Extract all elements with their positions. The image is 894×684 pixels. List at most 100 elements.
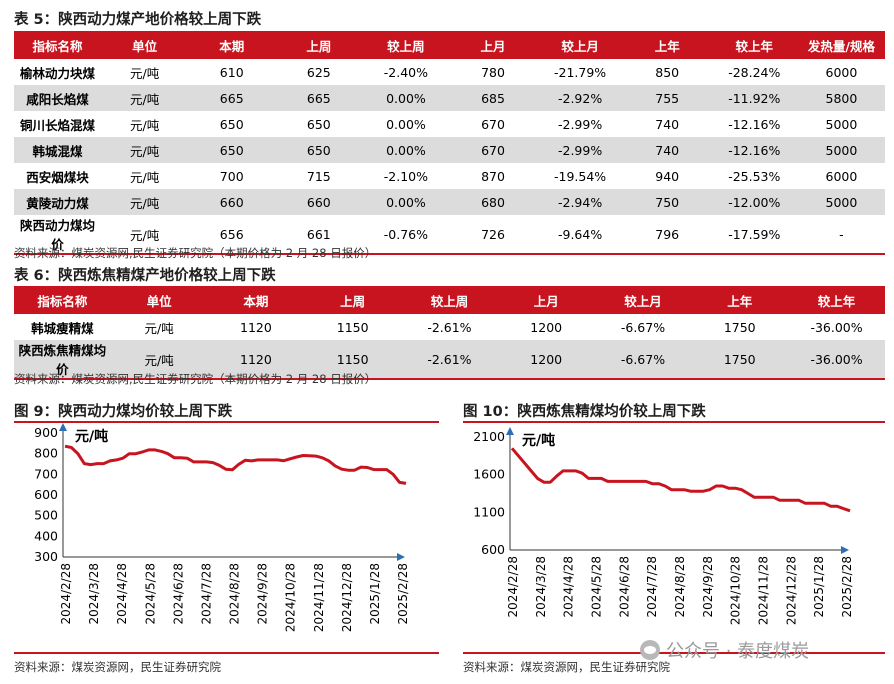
table6-header-cell: 上年: [691, 286, 789, 314]
table5: 指标名称 单位 本期 上周 较上周 上月 较上月 上年 较上年 发热量/规格 榆林动力块煤 元/吨 6…: [14, 31, 885, 255]
table-cell: 650: [306, 116, 331, 132]
y-tick-label: 600: [481, 542, 505, 557]
table-cell: 625: [306, 64, 331, 80]
table-cell: -25.53%: [728, 168, 781, 184]
table5-title: 表 5：陕西动力煤产地价格较上周下跌: [14, 12, 262, 28]
series-line: [510, 447, 851, 513]
table-cell: 650: [275, 137, 363, 163]
table6-title: 表 6：陕西炼焦精煤产地价格较上周下跌: [14, 268, 276, 284]
table-cell: -21.79%: [554, 64, 607, 80]
row-label: 铜川长焰混煤: [20, 117, 96, 133]
table-cell: 870: [481, 168, 505, 184]
table5-header-cell: 单位: [101, 31, 189, 59]
table-cell: 1750: [691, 340, 789, 380]
table6-header-cell: 单位: [110, 286, 208, 314]
chart10: 元/吨 600 1100 1600 2100 2024/2/28 2024/3/28 2024…: [473, 427, 854, 625]
table5-header-cell: 上年: [623, 31, 711, 59]
table6-header-row: 指标名称 单位 本期 上周 较上周 上月 较上月 上年 较上年: [14, 286, 885, 314]
table5-header-cell: 本期: [188, 31, 276, 59]
y-tick-label: 800: [34, 446, 58, 461]
table-cell: -17.59%: [710, 215, 798, 255]
table-cell: -2.99%: [536, 137, 624, 163]
table-cell: 726: [449, 215, 537, 255]
y-tick-label: 1100: [473, 504, 505, 519]
table-cell: 680: [449, 189, 537, 215]
table-cell: 元/吨: [110, 340, 208, 380]
table-cell: -2.61%: [401, 340, 498, 380]
x-tick-label: 2024/12/28: [784, 556, 798, 625]
table-cell: 0.00%: [386, 116, 426, 132]
x-tick-label: 2024/10/28: [284, 563, 298, 632]
chart10-title: 图 10：陕西炼焦精煤均价较上周下跌: [463, 404, 706, 420]
chart9-source: 资料来源：煤炭资源网，民生证券研究院: [14, 660, 221, 674]
y-tick-label: 1600: [473, 467, 505, 482]
table6: 指标名称 单位 本期 上周 较上周 上月 较上月 上年 较上年 韩城瘦精煤 元/吨 1120 1150…: [14, 286, 885, 380]
y-tick-label: 900: [34, 425, 58, 440]
table5-source: 资料来源：煤炭资源网,民生证券研究院（本期价格为 2 月 28 日报价）: [14, 246, 377, 260]
table-cell: -19.54%: [554, 168, 607, 184]
x-tick-label: 2025/1/28: [812, 556, 826, 618]
table-cell: 5000: [797, 137, 885, 163]
x-tick-label: 2025/2/28: [840, 556, 854, 618]
table-cell: 740: [623, 137, 711, 163]
table-cell: 元/吨: [101, 137, 189, 163]
y-axis-label: 元/吨: [522, 432, 555, 449]
x-tick-label: 2024/3/28: [87, 563, 101, 625]
table-cell: -12.00%: [710, 189, 798, 215]
table6-header-cell: 较上年: [788, 286, 885, 314]
table-row: 铜川长焰混煤 元/吨 650 650 0.00% 670 -2.99% 740 -12.16% 5…: [14, 111, 885, 137]
table-cell: 665: [188, 85, 276, 111]
y-tick-label: 400: [34, 528, 58, 543]
table-cell: 610: [219, 64, 244, 80]
table6-header-cell: 上月: [497, 286, 595, 314]
table-cell: 元/吨: [101, 85, 189, 111]
table-cell: 650: [188, 137, 276, 163]
table-cell: 750: [623, 189, 711, 215]
table-row: 韩城瘦精煤 元/吨 1120 1150 -2.61% 1200 -6.67% 1750 -36.…: [14, 314, 885, 340]
table-cell: 元/吨: [144, 320, 174, 336]
table-cell: 670: [449, 137, 537, 163]
table-cell: 700: [219, 168, 244, 184]
table5-header-cell: 较上周: [362, 31, 450, 59]
table-cell: 1150: [336, 319, 369, 335]
row-label: 韩城瘦精煤: [31, 320, 94, 336]
table5-header-row: 指标名称 单位 本期 上周 较上周 上月 较上月 上年 较上年 发热量/规格: [14, 31, 885, 59]
y-tick-label: 700: [34, 466, 58, 481]
table-cell: -2.40%: [383, 64, 429, 80]
table-cell: -12.16%: [710, 137, 798, 163]
x-tick-label: 2024/12/28: [340, 563, 354, 632]
table-cell: -11.92%: [710, 85, 798, 111]
table-cell: 755: [623, 85, 711, 111]
table-cell: -28.24%: [728, 64, 781, 80]
table-cell: 1120: [240, 319, 272, 335]
table-cell: 5800: [797, 85, 885, 111]
x-tick-label: 2024/11/28: [757, 556, 771, 625]
row-label: 榆林动力块煤: [20, 65, 96, 81]
table-cell: 1750: [723, 319, 756, 335]
x-tick-label: 2024/10/28: [729, 556, 743, 625]
table-cell: 665: [275, 85, 363, 111]
table5-header-cell: 较上年: [710, 31, 798, 59]
table6-header-cell: 较上周: [401, 286, 498, 314]
x-tick-label: 2024/5/28: [590, 556, 604, 618]
x-tick-label: 2024/9/28: [701, 556, 715, 618]
chart9-title: 图 9：陕西动力煤均价较上周下跌: [14, 404, 233, 420]
chart10-source: 资料来源：煤炭资源网，民生证券研究院: [463, 660, 670, 674]
table6-header-cell: 本期: [207, 286, 305, 314]
table-row: 韩城混煤 元/吨 650 650 0.00% 670 -2.99% 740 -12.16% 500…: [14, 137, 885, 163]
table5-header-cell: 指标名称: [14, 31, 102, 59]
table-cell: 6000: [825, 64, 858, 80]
wechat-icon: [640, 640, 660, 660]
watermark-text: 公众号 · 泰度煤炭: [666, 641, 810, 662]
table-cell: 1120: [207, 340, 305, 380]
y-tick-label: 2100: [473, 429, 505, 444]
row-label: 西安烟煤块: [26, 169, 89, 185]
table6-header-cell: 较上月: [594, 286, 692, 314]
chart10-title-rule: [463, 421, 885, 423]
table-cell: -2.92%: [536, 85, 624, 111]
table5-header-cell: 上月: [449, 31, 537, 59]
table-cell: -2.61%: [427, 319, 472, 335]
x-tick-label: 2024/3/28: [534, 556, 548, 618]
series-line: [64, 444, 407, 485]
table-cell: 元/吨: [130, 65, 160, 81]
